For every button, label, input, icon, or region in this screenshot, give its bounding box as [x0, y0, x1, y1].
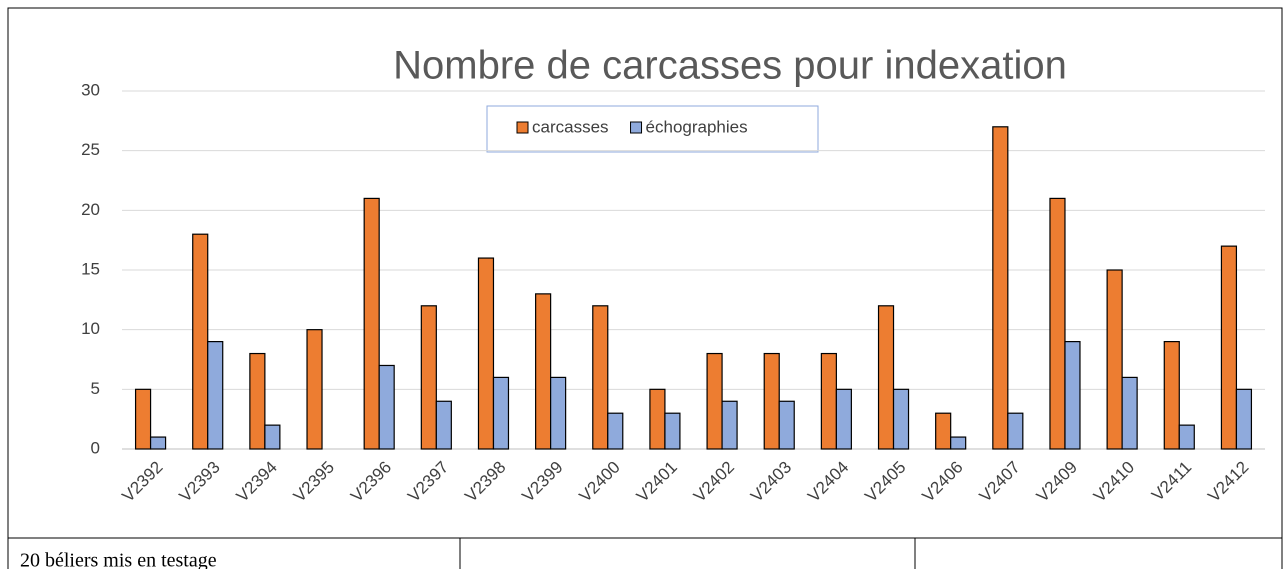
bar — [592, 305, 609, 450]
bar — [992, 126, 1009, 450]
x-tick-label: V2402 — [690, 458, 738, 506]
legend-label: carcasses — [532, 117, 609, 136]
bar — [1178, 424, 1195, 450]
bar — [550, 376, 567, 450]
x-tick-label: V2399 — [518, 458, 566, 506]
bar — [1235, 388, 1253, 450]
y-tick-label: 10 — [81, 319, 100, 338]
bar — [721, 400, 738, 450]
legend-swatch — [630, 121, 643, 134]
bar — [306, 329, 323, 450]
x-tick-label: V2401 — [633, 458, 681, 506]
bar — [706, 352, 723, 450]
legend-swatch — [516, 121, 529, 134]
bar — [664, 412, 681, 450]
x-tick-label: V2403 — [747, 458, 795, 506]
bar — [435, 400, 452, 450]
x-tick-label: V2407 — [976, 458, 1024, 506]
y-tick-label: 15 — [81, 259, 100, 278]
bar — [535, 293, 552, 450]
bar — [649, 388, 666, 450]
legend-label: échographies — [646, 117, 748, 136]
bar — [264, 424, 281, 450]
x-tick-label: V2400 — [576, 458, 624, 506]
x-tick-label: V2393 — [176, 458, 224, 506]
x-tick-label: V2395 — [290, 458, 338, 506]
x-tick-label: V2412 — [1204, 458, 1252, 506]
x-tick-label: V2405 — [861, 458, 909, 506]
bar — [892, 388, 910, 450]
chart-title: Nombre de carcasses pour indexation — [393, 44, 1067, 88]
bar — [420, 305, 437, 450]
bar — [607, 412, 624, 450]
x-tick-label: V2396 — [347, 458, 395, 506]
chart-frame — [7, 7, 1283, 539]
bar — [1106, 269, 1123, 450]
x-tick-label: V2406 — [918, 458, 966, 506]
bar — [1064, 341, 1081, 450]
x-tick-label: V2404 — [804, 458, 852, 506]
bar — [950, 436, 967, 450]
table-cell: 20 béliers mis en testage — [20, 550, 217, 569]
bar — [763, 352, 780, 450]
bar — [1220, 245, 1238, 450]
y-tick-label: 20 — [81, 200, 100, 219]
bar — [1007, 412, 1024, 450]
y-tick-label: 0 — [91, 438, 100, 457]
bar — [820, 352, 837, 450]
bar — [207, 341, 224, 450]
bar — [1049, 197, 1066, 450]
bar — [1163, 341, 1180, 450]
legend-box — [486, 105, 819, 153]
y-tick-label: 5 — [91, 379, 100, 398]
bar — [492, 376, 510, 450]
bar — [935, 412, 952, 450]
x-tick-label: V2411 — [1148, 458, 1195, 505]
x-tick-label: V2410 — [1090, 458, 1138, 506]
bar — [778, 400, 795, 450]
bar — [363, 197, 380, 450]
bar — [877, 305, 895, 450]
bar — [477, 257, 495, 450]
bar — [1121, 376, 1138, 450]
x-tick-label: V2409 — [1033, 458, 1081, 506]
bar — [378, 364, 395, 450]
y-tick-label: 25 — [81, 140, 100, 159]
x-tick-label: V2394 — [233, 458, 281, 506]
x-tick-label: V2397 — [404, 458, 452, 506]
x-tick-label: V2398 — [461, 458, 509, 506]
bar — [134, 388, 152, 450]
y-tick-label: 30 — [81, 80, 100, 99]
bar — [249, 352, 266, 450]
x-tick-label: V2392 — [118, 458, 166, 506]
bar — [192, 233, 209, 450]
bar — [835, 388, 852, 450]
bar — [149, 436, 167, 450]
